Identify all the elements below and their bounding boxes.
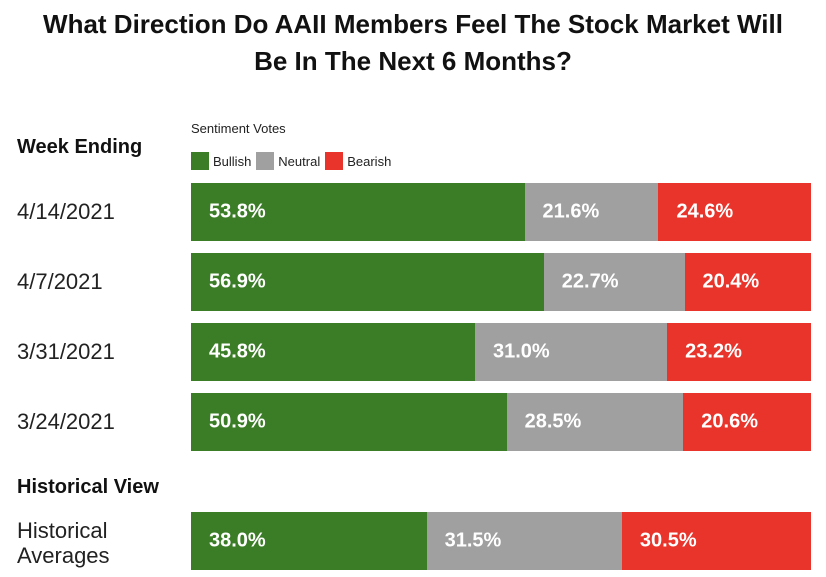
data-label-bearish: 24.6% <box>676 200 734 223</box>
historical-view-header: Historical View <box>17 476 159 498</box>
bar-segment-neutral: 31.5% <box>426 512 622 570</box>
data-label-neutral: 31.5% <box>444 529 502 552</box>
data-label-bearish: 20.4% <box>702 270 760 293</box>
row-label-0: 4/14/2021 <box>17 199 115 224</box>
bar-segment-neutral: 31.0% <box>474 323 668 381</box>
data-label-bullish: 45.8% <box>209 340 266 363</box>
row-label-3: 3/24/2021 <box>17 409 115 434</box>
legend-title: Sentiment Votes <box>191 121 286 136</box>
bar-segment-bullish: 56.9% <box>191 253 544 311</box>
bar-segment-neutral: 22.7% <box>543 253 685 311</box>
data-label-bullish: 50.9% <box>209 410 266 433</box>
data-label-bullish: 53.8% <box>209 200 266 223</box>
row-label-2: 3/31/2021 <box>17 339 115 364</box>
bar-row-1: 56.9% 22.7% 20.4% <box>191 253 811 311</box>
bar-segment-neutral: 21.6% <box>524 183 659 241</box>
legend-swatch-bullish <box>191 152 209 170</box>
legend-label-bearish: Bearish <box>347 153 392 169</box>
data-label-neutral: 21.6% <box>542 200 600 223</box>
data-label-bullish: 38.0% <box>209 529 266 552</box>
data-label-bearish: 20.6% <box>701 410 758 433</box>
data-label-neutral: 22.7% <box>561 270 619 293</box>
legend: Bullish Neutral Bearish <box>191 152 396 170</box>
data-label-bullish: 56.9% <box>209 270 266 293</box>
data-label-neutral: 28.5% <box>524 410 582 433</box>
legend-label-bullish: Bullish <box>213 153 252 169</box>
legend-item-neutral: Neutral <box>256 152 320 170</box>
data-label-bearish: 30.5% <box>639 529 697 552</box>
week-ending-header: Week Ending <box>17 136 143 158</box>
bar-segment-bearish: 20.6% <box>683 393 811 451</box>
legend-swatch-bearish <box>325 152 344 170</box>
bar-row-4: 38.0% 31.5% 30.5% <box>191 512 811 570</box>
row-label-4-line-1: Averages <box>17 543 110 568</box>
legend-item-bearish: Bearish <box>325 152 391 170</box>
bar-segment-bullish: 53.8% <box>191 183 525 241</box>
bar-segment-neutral: 28.5% <box>506 393 684 451</box>
bar-segment-bullish: 38.0% <box>191 512 427 570</box>
chart-title-line-2: Be In The Next 6 Months? <box>254 46 572 76</box>
row-label-4-line-0: Historical <box>17 518 108 543</box>
chart-title-line-1: What Direction Do AAII Members Feel The … <box>43 9 783 39</box>
bar-row-2: 45.8% 31.0% 23.2% <box>191 323 811 381</box>
data-label-neutral: 31.0% <box>492 340 550 363</box>
row-label-4: Historical Averages <box>17 518 110 568</box>
legend-item-bullish: Bullish <box>191 152 251 170</box>
bar-segment-bearish: 30.5% <box>621 512 811 570</box>
data-label-bearish: 23.2% <box>685 340 742 363</box>
bar-segment-bearish: 24.6% <box>658 183 811 241</box>
bar-segment-bearish: 23.2% <box>667 323 811 381</box>
bar-row-0: 53.8% 21.6% 24.6% <box>191 183 811 241</box>
chart-title: What Direction Do AAII Members Feel The … <box>0 6 826 80</box>
bar-row-3: 50.9% 28.5% 20.6% <box>191 393 811 451</box>
row-label-1: 4/7/2021 <box>17 269 103 294</box>
bar-segment-bearish: 20.4% <box>684 253 811 311</box>
bar-segment-bullish: 45.8% <box>191 323 475 381</box>
bar-segment-bullish: 50.9% <box>191 393 507 451</box>
legend-swatch-neutral <box>256 152 275 170</box>
legend-label-neutral: Neutral <box>278 153 321 169</box>
